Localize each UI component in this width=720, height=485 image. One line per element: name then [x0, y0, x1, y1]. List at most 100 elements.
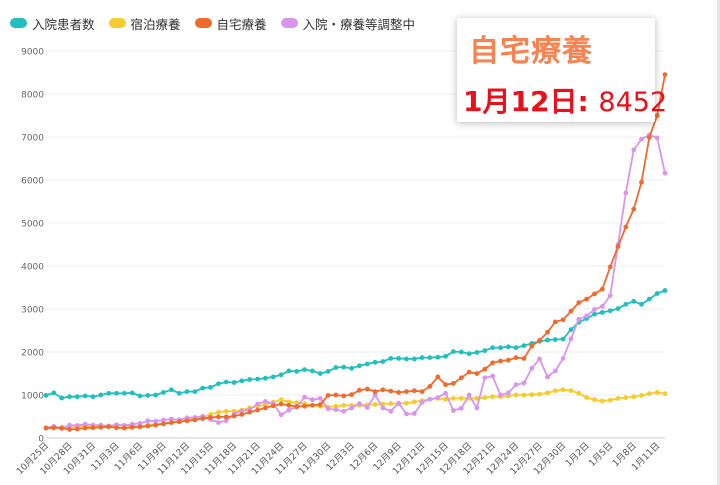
data-point [631, 298, 637, 304]
data-point [396, 390, 401, 395]
data-point [333, 365, 339, 370]
y-tick-label: 7000 [21, 134, 44, 144]
series-line [45, 133, 666, 430]
data-point [498, 345, 503, 351]
data-point [255, 376, 260, 382]
data-point [419, 389, 425, 394]
data-point [662, 288, 668, 293]
data-point [388, 408, 394, 414]
data-point [435, 354, 441, 360]
data-point [427, 396, 433, 402]
data-point [239, 378, 245, 384]
data-point [411, 356, 417, 362]
scroll-edge [717, 0, 720, 485]
data-point [631, 206, 637, 212]
data-point [59, 425, 65, 431]
data-point [192, 417, 198, 423]
data-point [255, 401, 260, 407]
data-point [411, 411, 417, 416]
data-point [568, 336, 574, 342]
data-point [82, 425, 88, 431]
data-point [474, 350, 480, 355]
data-point [552, 337, 558, 342]
data-point [404, 411, 409, 417]
legend-item-hotel[interactable]: 宿泊療養 [108, 14, 181, 33]
data-point [615, 396, 621, 401]
data-point [419, 399, 425, 405]
data-point [122, 425, 127, 431]
data-point [474, 371, 480, 376]
data-point [584, 296, 589, 302]
data-point [67, 427, 72, 432]
data-point [537, 356, 542, 362]
data-point [286, 407, 292, 413]
legend-item-inpatients[interactable]: 入院患者数 [10, 14, 95, 33]
series-3 [43, 132, 668, 431]
data-point [521, 380, 527, 386]
data-point [482, 366, 488, 372]
data-point [490, 345, 495, 351]
data-point [474, 396, 480, 401]
data-point [662, 391, 668, 397]
y-tick-label: 1000 [21, 392, 44, 402]
data-point [458, 405, 464, 411]
data-point [545, 329, 550, 335]
data-point [223, 379, 229, 385]
data-point [427, 384, 433, 389]
data-point [482, 395, 488, 400]
data-point [568, 327, 574, 332]
data-point [82, 393, 88, 399]
data-point [639, 393, 644, 398]
y-tick-label: 4000 [21, 263, 44, 273]
legend-item-home[interactable]: 自宅療養 [194, 14, 267, 33]
data-point [560, 356, 566, 361]
data-point [364, 405, 370, 410]
data-point [169, 416, 174, 422]
data-point [482, 375, 488, 381]
legend: 入院患者数 宿泊療養 自宅療養 入院・療養等調整中 [10, 12, 415, 34]
data-point [396, 356, 401, 361]
data-point [153, 392, 159, 398]
data-point [263, 405, 268, 411]
data-point [317, 402, 323, 407]
data-point [552, 368, 558, 374]
data-point [129, 390, 135, 396]
data-point [623, 301, 629, 307]
data-point [341, 408, 347, 414]
data-point [286, 402, 292, 408]
data-point [43, 425, 49, 431]
data-point [216, 414, 221, 420]
data-point [169, 387, 174, 393]
data-point [599, 310, 605, 315]
data-point [552, 319, 558, 325]
data-point [615, 244, 621, 250]
data-point [521, 392, 527, 398]
data-point [435, 374, 441, 380]
data-point [161, 417, 166, 423]
legend-item-adjusting[interactable]: 入院・療養等調整中 [280, 14, 415, 33]
data-point [482, 348, 488, 354]
data-point [74, 423, 80, 428]
y-tick-label: 9000 [21, 48, 44, 58]
data-point [654, 135, 660, 141]
data-point [404, 389, 409, 394]
series-line [45, 74, 666, 431]
data-point [639, 179, 644, 185]
data-point [419, 355, 425, 360]
data-point [654, 291, 660, 296]
data-point [388, 356, 394, 361]
data-point [364, 386, 370, 392]
data-point [560, 387, 566, 393]
x-axis: 10月25日10月28日10月31日11月3日11月6日11月9日11月12日1… [14, 440, 662, 477]
series-line [45, 289, 666, 399]
data-point [74, 394, 80, 400]
legend-label: 入院患者数 [32, 16, 95, 32]
legend-label: 自宅療養 [216, 16, 267, 32]
data-point [646, 135, 652, 140]
data-point [599, 304, 605, 309]
data-point [396, 400, 401, 406]
data-point [505, 357, 511, 363]
data-point [490, 360, 495, 366]
data-point [599, 286, 605, 292]
data-point [623, 395, 629, 400]
